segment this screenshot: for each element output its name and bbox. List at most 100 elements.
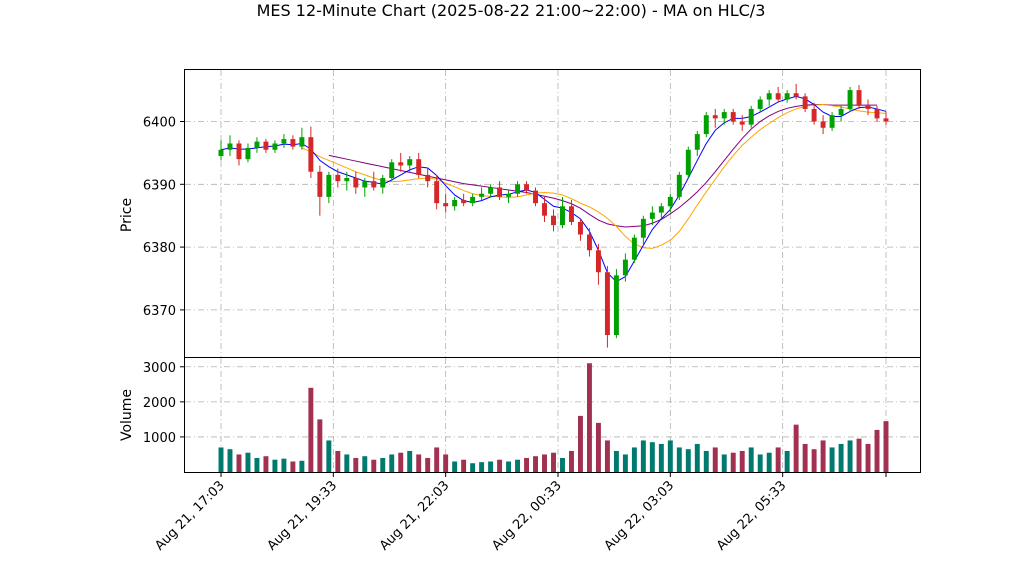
volume-bar	[245, 452, 251, 472]
candle-body	[712, 115, 718, 119]
candle	[362, 178, 368, 197]
volume-bar	[551, 452, 556, 472]
candle	[317, 165, 323, 216]
volume-bar	[766, 452, 772, 472]
volume-bar	[353, 457, 359, 472]
volume-bar	[362, 456, 368, 472]
volume-y-ticks: 1000 2000 3000	[143, 361, 185, 446]
candle-body	[362, 181, 368, 188]
volume-bar	[389, 454, 395, 472]
volume-y-label: Volume	[119, 389, 135, 441]
candle	[658, 203, 664, 219]
candle-body	[784, 93, 790, 100]
volume-bar	[838, 443, 844, 472]
price-y-tick-label: 6390	[143, 178, 176, 193]
volume-bar	[649, 442, 655, 472]
volume-y-tick-label: 1000	[143, 431, 176, 446]
candle	[353, 171, 359, 194]
volume-bar	[290, 461, 296, 472]
candle-body	[353, 178, 359, 188]
candle-body	[254, 141, 260, 148]
candle	[290, 135, 296, 150]
volume-bar	[613, 450, 619, 472]
candle	[263, 139, 269, 153]
candle-body	[434, 181, 440, 204]
volume-bar	[847, 440, 853, 472]
price-y-label: Price	[119, 198, 135, 232]
candle-body	[569, 206, 574, 222]
candle-body	[586, 234, 592, 251]
candle-body	[281, 139, 287, 144]
candle-body	[371, 181, 377, 188]
candle	[281, 134, 287, 148]
candle-body	[667, 196, 673, 207]
volume-bar	[703, 450, 709, 472]
candle	[838, 105, 844, 122]
volume-bar	[685, 449, 691, 472]
candle-body	[263, 141, 269, 150]
candle-body	[676, 174, 682, 197]
candle	[470, 193, 476, 207]
candle	[748, 105, 754, 128]
price-grid	[185, 70, 920, 357]
volume-bar	[218, 447, 224, 472]
candle-body	[506, 193, 512, 197]
x-tick-label: Aug 22, 03:03	[602, 478, 678, 554]
volume-bar	[416, 454, 422, 472]
candle-body	[452, 199, 458, 207]
volume-bar	[757, 454, 763, 472]
volume-bar	[560, 457, 565, 472]
candle-body	[299, 137, 305, 147]
candle	[227, 135, 233, 157]
volume-bar	[874, 429, 880, 472]
volume-bar	[488, 461, 494, 472]
candle	[308, 126, 314, 179]
candle-body	[227, 143, 233, 150]
candle-body	[577, 221, 583, 235]
candle	[299, 127, 305, 150]
volume-bar	[793, 424, 799, 472]
candle-body	[847, 90, 853, 109]
candle	[497, 181, 503, 200]
candle-body	[218, 149, 224, 157]
candle-body	[793, 93, 799, 97]
candle-body	[443, 203, 449, 207]
volume-bar	[604, 440, 610, 472]
candle-body	[407, 159, 413, 166]
volume-bar	[533, 456, 538, 472]
volume-bar	[227, 449, 233, 472]
candle-body	[398, 162, 404, 166]
volume-bar	[712, 447, 718, 472]
candle-body	[542, 203, 547, 216]
candle-body	[739, 121, 745, 125]
volume-bar	[452, 461, 458, 472]
volume-bar	[811, 449, 817, 472]
candle	[640, 215, 646, 244]
candle	[398, 152, 404, 172]
price-panel: 6370 6380 6390 6400 Price	[119, 69, 921, 358]
candle	[757, 96, 763, 113]
candles	[218, 83, 889, 348]
candle-body	[865, 105, 871, 109]
candle-body	[236, 143, 242, 160]
candle	[488, 184, 494, 197]
candle-body	[344, 178, 350, 182]
volume-bar	[542, 454, 547, 472]
volume-bar	[254, 457, 260, 472]
candle	[407, 156, 413, 172]
candle-body	[515, 184, 521, 194]
volume-bar	[802, 443, 808, 472]
candle-body	[838, 108, 844, 116]
candle	[712, 108, 718, 128]
price-y-tick-label: 6400	[143, 115, 176, 130]
volume-bar	[829, 447, 835, 472]
volume-bar	[856, 438, 862, 472]
candle-body	[326, 174, 332, 197]
candle-body	[703, 115, 709, 135]
candle-body	[748, 108, 754, 125]
volume-bar	[820, 440, 826, 472]
volume-bar	[595, 422, 601, 472]
candle-body	[560, 206, 565, 226]
volume-bar	[730, 452, 736, 472]
candle-body	[551, 215, 556, 226]
